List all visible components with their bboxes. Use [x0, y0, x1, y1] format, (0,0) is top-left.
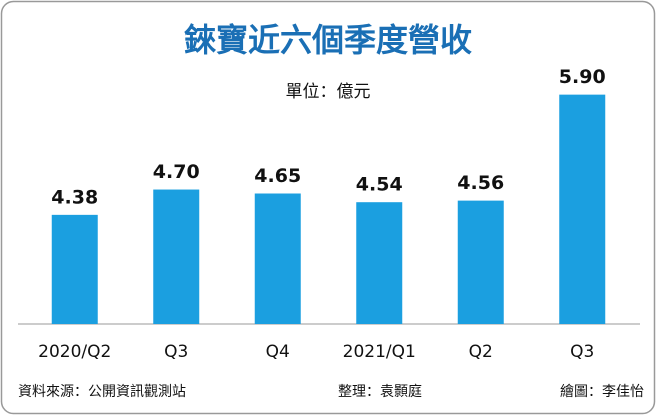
bar	[153, 189, 200, 324]
x-tick-label: Q3	[164, 342, 188, 362]
chart-title: 錸寶近六個季度營收	[184, 21, 472, 59]
x-tick-label: 2021/Q1	[343, 342, 416, 362]
illustrator: 繪圖：李佳怡	[560, 383, 644, 400]
x-tick-label: 2020/Q2	[38, 342, 111, 362]
x-tick-label: Q2	[469, 342, 493, 362]
subtitle: 單位：億元	[286, 82, 371, 102]
bar	[559, 94, 606, 325]
editor: 整理：袁顥庭	[338, 383, 422, 400]
value-label: 4.38	[51, 186, 98, 208]
bar	[254, 193, 301, 324]
bar	[457, 200, 504, 324]
x-tick-label: Q3	[570, 342, 594, 362]
x-tick-label: Q4	[266, 342, 290, 362]
value-label: 5.90	[559, 66, 606, 88]
value-label: 4.65	[254, 165, 301, 187]
value-label: 4.70	[153, 161, 200, 183]
value-label: 4.56	[457, 172, 504, 194]
bar	[356, 202, 403, 324]
bar	[51, 214, 98, 324]
source: 資料來源：公開資訊觀測站	[18, 384, 186, 400]
value-label: 4.54	[356, 174, 403, 196]
